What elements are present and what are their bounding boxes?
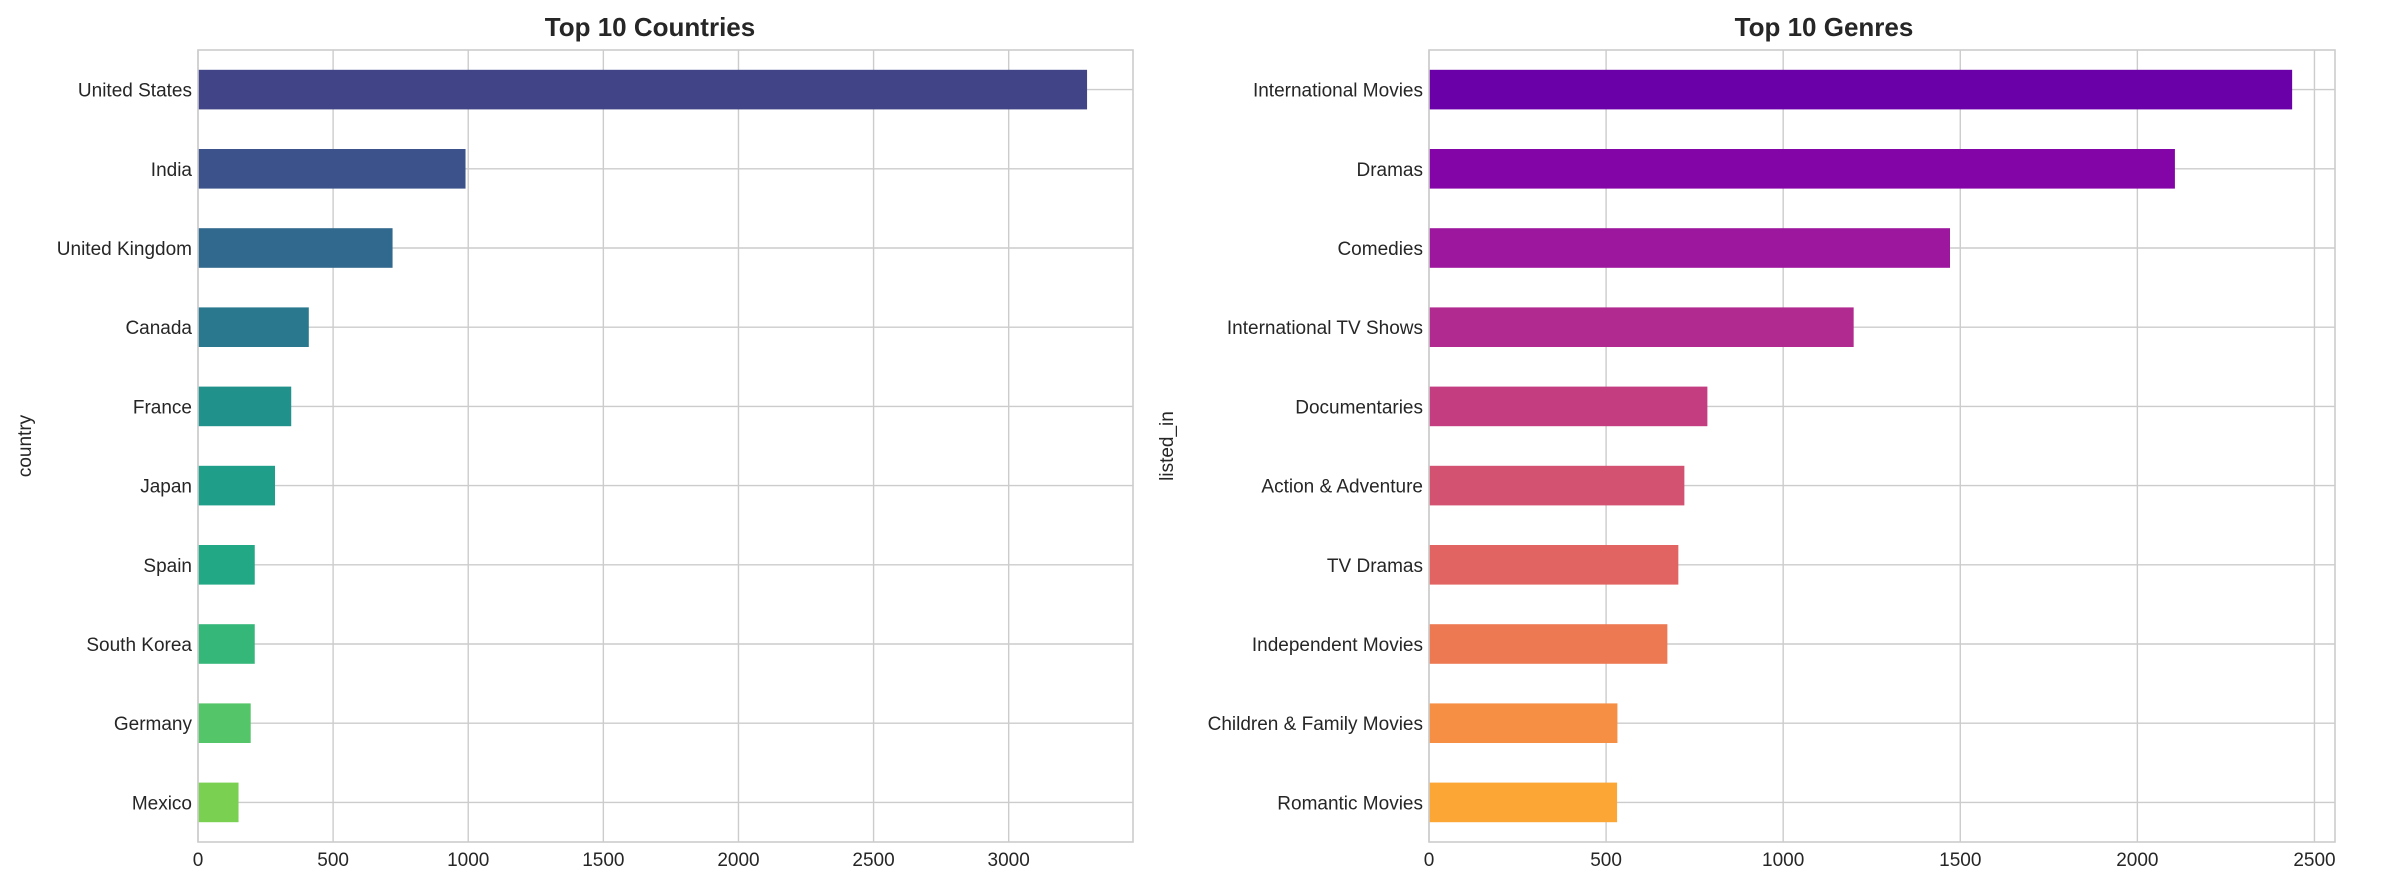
countries-bar — [198, 228, 393, 268]
genres-category-label: Romantic Movies — [1277, 793, 1423, 814]
countries-bar — [198, 149, 466, 189]
genres-x-tick-label: 2500 — [2293, 850, 2335, 871]
countries-category-label: Japan — [140, 477, 192, 498]
countries-bar — [198, 703, 251, 743]
genres-x-tick-label: 1500 — [1939, 850, 1981, 871]
genres-category-label: Independent Movies — [1252, 635, 1423, 656]
countries-gridlines — [197, 50, 1133, 842]
countries-x-tick-label: 3000 — [988, 850, 1030, 871]
genres-category-label: Documentaries — [1295, 397, 1423, 418]
countries-plot-frame — [197, 49, 1134, 843]
countries-bar — [198, 386, 292, 427]
genres-bar — [1429, 386, 1708, 427]
countries-x-tick-label: 500 — [317, 850, 349, 871]
countries-bar — [198, 465, 276, 506]
countries-chart-title: Top 10 Countries — [545, 12, 755, 42]
countries-category-label: South Korea — [86, 635, 192, 656]
genres-category-label: International TV Shows — [1227, 318, 1423, 339]
countries-category-label: Canada — [125, 318, 192, 339]
countries-x-tick-label: 1500 — [582, 850, 624, 871]
genres-x-tick-label: 0 — [1424, 850, 1435, 871]
genres-y-axis-label: listed_in — [1157, 411, 1178, 481]
genres-bar — [1429, 228, 1951, 268]
countries-x-tick-label: 0 — [193, 850, 204, 871]
countries-bar — [198, 624, 255, 664]
genres-bar — [1429, 149, 2175, 189]
countries-category-label: Germany — [114, 714, 193, 735]
countries-category-label: Mexico — [132, 793, 192, 814]
genres-bar — [1429, 624, 1668, 664]
countries-chart: Top 10 Countries country United States In… — [15, 12, 1134, 871]
genres-x-tick-label: 1000 — [1762, 850, 1804, 871]
countries-category-label: United States — [78, 81, 192, 102]
countries-category-label: India — [151, 160, 193, 181]
countries-x-tick-labels: 0 500 1000 1500 2000 2500 3000 — [193, 850, 1030, 871]
genres-plot-frame — [1428, 49, 2336, 843]
countries-y-axis-label: country — [15, 414, 36, 477]
countries-category-label: Spain — [143, 556, 192, 577]
genres-chart: Top 10 Genres listed_in International Mo… — [1157, 12, 2336, 871]
countries-bar — [198, 69, 1088, 110]
countries-bar — [198, 782, 239, 823]
genres-category-label: TV Dramas — [1327, 556, 1423, 577]
countries-y-tick-labels: United States India United Kingdom Canada Fr… — [57, 81, 193, 815]
genres-category-label: Action & Adventure — [1261, 477, 1423, 498]
genres-category-label: Comedies — [1337, 239, 1423, 260]
genres-x-tick-label: 500 — [1590, 850, 1622, 871]
genres-bar — [1429, 703, 1618, 743]
countries-x-tick-label: 1000 — [447, 850, 489, 871]
countries-category-label: United Kingdom — [57, 239, 192, 260]
genres-bar — [1429, 69, 2293, 110]
countries-x-tick-label: 2500 — [852, 850, 894, 871]
genres-bar — [1429, 465, 1685, 506]
genres-y-tick-labels: International Movies Dramas Comedies Intern… — [1208, 81, 1423, 815]
countries-bar — [198, 545, 255, 585]
genres-chart-title: Top 10 Genres — [1735, 12, 1914, 42]
countries-category-label: France — [133, 397, 192, 418]
genres-bars — [1429, 69, 2293, 823]
countries-bars — [198, 69, 1088, 823]
genres-category-label: International Movies — [1253, 81, 1423, 102]
genres-category-label: Dramas — [1356, 160, 1423, 181]
genres-category-label: Children & Family Movies — [1208, 714, 1423, 735]
genres-bar — [1429, 545, 1679, 585]
genres-bar — [1429, 307, 1854, 347]
countries-x-tick-label: 2000 — [717, 850, 759, 871]
countries-bar — [198, 307, 309, 347]
genres-x-tick-label: 2000 — [2116, 850, 2158, 871]
genres-x-tick-labels: 0 500 1000 1500 2000 2500 — [1424, 850, 2336, 871]
genres-bar — [1429, 782, 1618, 823]
